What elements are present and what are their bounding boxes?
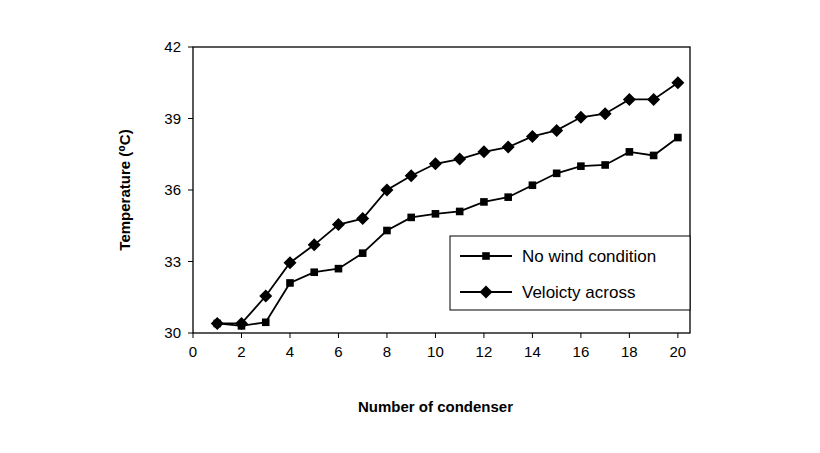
series-marker	[477, 145, 490, 158]
series-marker	[380, 184, 393, 197]
y-tick	[188, 190, 193, 191]
y-tick	[188, 118, 193, 119]
series-marker	[283, 256, 296, 269]
x-tick	[580, 333, 581, 338]
series-marker	[623, 93, 636, 106]
series-marker	[671, 76, 684, 89]
series-marker	[480, 198, 488, 206]
series-marker	[453, 153, 466, 166]
x-tick	[386, 333, 387, 338]
chart: 0 2 4 6 8 10 12 14 16 18 20 30 33 36 39 42 Number of con…	[0, 0, 820, 453]
series-marker	[235, 317, 248, 330]
x-tick-label: 6	[334, 343, 342, 360]
series-marker	[650, 152, 658, 160]
series-marker	[407, 214, 415, 222]
y-tick-label: 39	[164, 110, 181, 127]
series-marker	[405, 169, 418, 182]
x-tick-label: 16	[573, 343, 590, 360]
legend-label: Veloicty across	[522, 283, 635, 302]
y-tick-label: 36	[164, 181, 181, 198]
series-marker	[335, 265, 343, 273]
series-marker	[259, 290, 272, 303]
x-tick-label: 8	[383, 343, 391, 360]
series-marker	[529, 181, 537, 189]
series-marker	[550, 124, 563, 137]
legend-box	[450, 236, 690, 310]
x-tick-label: 2	[237, 343, 245, 360]
series-marker	[308, 238, 321, 251]
legend-swatch-marker	[480, 286, 493, 299]
series-marker	[332, 218, 345, 231]
x-tick	[629, 333, 630, 338]
y-tick	[188, 47, 193, 48]
y-tick	[188, 333, 193, 334]
series-marker	[553, 170, 561, 178]
legend-swatch-marker	[482, 252, 490, 260]
x-tick	[241, 333, 242, 338]
x-tick-label: 14	[524, 343, 541, 360]
y-tick-label: 33	[164, 253, 181, 270]
x-tick	[532, 333, 533, 338]
series-marker	[601, 161, 609, 169]
series-line	[217, 83, 678, 324]
x-tick-label: 0	[189, 343, 197, 360]
legend-label: No wind condition	[522, 247, 656, 266]
x-tick	[193, 333, 194, 338]
series-marker	[504, 193, 512, 201]
series-marker	[626, 148, 634, 156]
y-tick-label: 30	[164, 324, 181, 341]
series-marker	[647, 93, 660, 106]
x-tick-label: 18	[621, 343, 638, 360]
x-tick	[435, 333, 436, 338]
x-tick	[289, 333, 290, 338]
x-tick	[483, 333, 484, 338]
x-tick-label: 12	[476, 343, 493, 360]
y-axis-label: Temperature (⁰C)	[116, 129, 133, 250]
legend: No wind condition Veloicty across	[450, 236, 690, 310]
series-marker	[383, 227, 391, 235]
series-marker	[359, 249, 367, 257]
x-tick	[338, 333, 339, 338]
x-axis-label: Number of condenser	[358, 398, 513, 415]
series-marker	[429, 157, 442, 170]
plot-frame	[193, 47, 690, 333]
series-marker	[502, 141, 515, 154]
plot-data	[211, 76, 685, 330]
series-marker	[574, 111, 587, 124]
x-tick-label: 4	[286, 343, 294, 360]
series-marker	[262, 318, 270, 326]
y-tick-label: 42	[164, 38, 181, 55]
y-tick	[188, 261, 193, 262]
series-marker	[456, 208, 464, 216]
series-line	[217, 138, 678, 326]
series-marker	[526, 130, 539, 143]
series-marker	[432, 210, 440, 218]
series-marker	[286, 279, 294, 287]
series-marker	[211, 317, 224, 330]
series-marker	[599, 107, 612, 120]
series-marker	[577, 162, 585, 170]
series-marker	[310, 268, 318, 276]
series-marker	[356, 212, 369, 225]
series-marker	[674, 134, 682, 142]
x-tick-label: 10	[427, 343, 444, 360]
background	[0, 0, 820, 453]
x-tick	[677, 333, 678, 338]
x-tick-label: 20	[670, 343, 687, 360]
